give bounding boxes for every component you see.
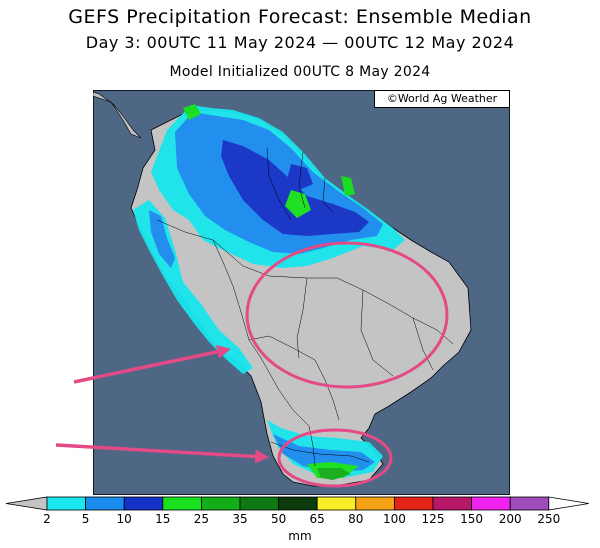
legend-bin-2-5 bbox=[46, 496, 86, 511]
rain-15mm-coast bbox=[341, 176, 355, 196]
rain-15mm bbox=[285, 190, 311, 218]
legend-tick-100: 100 bbox=[382, 512, 406, 526]
legend-tick-150: 150 bbox=[460, 512, 484, 526]
forecast-period: Day 3: 00UTC 11 May 2024 — 00UTC 12 May … bbox=[85, 33, 515, 52]
legend-tick-50: 50 bbox=[270, 512, 287, 526]
legend-bin-10-15 bbox=[123, 496, 164, 511]
legend-tick-25: 25 bbox=[193, 512, 210, 526]
model-init-time: Model Initialized 00UTC 8 May 2024 bbox=[169, 64, 431, 80]
legend-bin-25-35 bbox=[200, 496, 241, 511]
rain-15mm-north bbox=[183, 104, 201, 120]
legend-over-arrow bbox=[548, 496, 589, 511]
legend-bin-35-50 bbox=[239, 496, 279, 511]
legend-bin-150-200 bbox=[471, 496, 511, 511]
central-america-land bbox=[93, 91, 142, 139]
annotation-circle-argentina bbox=[277, 428, 393, 488]
legend-tick-15: 15 bbox=[155, 512, 171, 526]
map-title: GEFS Precipitation Forecast: Ensemble Me… bbox=[68, 6, 532, 28]
legend-bin-100-125 bbox=[393, 496, 434, 511]
legend-tick-250: 250 bbox=[537, 512, 561, 526]
legend-under-arrow bbox=[5, 496, 48, 511]
legend-tick-5: 5 bbox=[81, 512, 90, 526]
rain-25mm-south bbox=[317, 468, 351, 480]
legend-tick-125: 125 bbox=[421, 512, 445, 526]
legend-bin-15-25 bbox=[162, 496, 202, 511]
rain-overlay bbox=[133, 104, 405, 480]
legend-bin-80-100 bbox=[355, 496, 395, 511]
legend-tick-200: 200 bbox=[498, 512, 522, 526]
map-credit: ©World Ag Weather bbox=[374, 90, 510, 108]
legend-bin-5-10 bbox=[85, 496, 125, 511]
legend-tick-2: 2 bbox=[43, 512, 51, 526]
legend-tick-10: 10 bbox=[116, 512, 132, 526]
legend-bin-50-65 bbox=[278, 496, 318, 511]
rain-5mm-south bbox=[273, 434, 375, 472]
legend-units: mm bbox=[288, 529, 312, 543]
legend-tick-35: 35 bbox=[232, 512, 248, 526]
legend-tick-65: 65 bbox=[309, 512, 325, 526]
precipitation-map bbox=[93, 90, 510, 495]
legend-bin-200-250 bbox=[509, 496, 550, 511]
annotation-circle-brazil bbox=[245, 241, 449, 389]
legend-tick-80: 80 bbox=[348, 512, 364, 526]
annotations bbox=[245, 241, 449, 488]
country-borders bbox=[156, 147, 454, 467]
rain-5mm-west bbox=[149, 210, 175, 268]
legend-bin-65-80 bbox=[316, 496, 357, 511]
color-legend bbox=[5, 496, 589, 511]
legend-bin-125-150 bbox=[432, 496, 472, 511]
rain-10mm bbox=[221, 140, 369, 236]
